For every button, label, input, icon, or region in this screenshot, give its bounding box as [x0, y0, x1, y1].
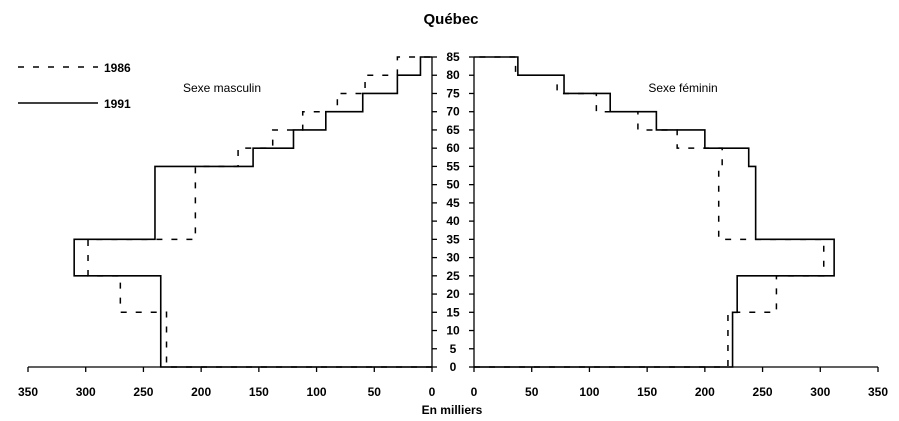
age-tick-label: 80 — [446, 68, 460, 82]
x-tick-label-male: 150 — [249, 385, 269, 399]
x-tick-label-male: 100 — [307, 385, 327, 399]
x-tick-label-male: 350 — [18, 385, 38, 399]
age-tick-label: 70 — [446, 105, 460, 119]
age-tick-label: 25 — [446, 269, 460, 283]
male-panel-label: Sexe masculin — [183, 81, 261, 95]
x-tick-label-female: 250 — [753, 385, 773, 399]
x-tick-label-female: 150 — [637, 385, 657, 399]
x-tick-label-male: 50 — [368, 385, 382, 399]
x-tick-label-female: 50 — [525, 385, 539, 399]
axes: 0 5 10 15 20 25 30 35 40 45 50 55 60 65 70 75 80 85 350 350… — [18, 50, 888, 399]
x-tick-label-male: 250 — [133, 385, 153, 399]
age-tick-label: 60 — [446, 141, 460, 155]
age-tick-label: 55 — [446, 159, 460, 173]
age-tick-label: 40 — [446, 214, 460, 228]
series-1986-male-outline — [87, 56, 432, 368]
legend-label-1986: 1986 — [104, 61, 131, 75]
legend: 1986 1991 — [18, 61, 131, 111]
x-tick-label-male: 0 — [429, 385, 436, 399]
age-tick-label: 45 — [446, 196, 460, 210]
legend-label-1991: 1991 — [104, 97, 131, 111]
age-tick-label: 85 — [446, 50, 460, 64]
series-1991-female-outline — [474, 56, 835, 368]
age-tick-label: 30 — [446, 251, 460, 265]
x-tick-label-female: 0 — [471, 385, 478, 399]
x-tick-label-male: 200 — [191, 385, 211, 399]
x-tick-label-male: 300 — [76, 385, 96, 399]
age-tick-label: 65 — [446, 123, 460, 137]
age-tick-label: 75 — [446, 86, 460, 100]
age-tick-label: 20 — [446, 287, 460, 301]
age-tick-label: 35 — [446, 232, 460, 246]
x-tick-label-female: 100 — [579, 385, 599, 399]
x-tick-label-female: 300 — [810, 385, 830, 399]
age-tick-label: 0 — [450, 360, 457, 374]
x-tick-label-female: 350 — [868, 385, 888, 399]
pyramid-series — [73, 56, 835, 368]
x-axis-label: En milliers — [422, 403, 483, 417]
age-tick-label: 10 — [446, 324, 460, 338]
chart-title: Québec — [423, 11, 478, 28]
series-1986-female-outline — [474, 56, 825, 368]
age-tick-label: 15 — [446, 305, 460, 319]
x-tick-label-female: 200 — [695, 385, 715, 399]
age-tick-label: 50 — [446, 178, 460, 192]
female-panel-label: Sexe féminin — [648, 81, 717, 95]
age-tick-label: 5 — [450, 342, 457, 356]
series-1991-male-outline — [73, 56, 432, 368]
